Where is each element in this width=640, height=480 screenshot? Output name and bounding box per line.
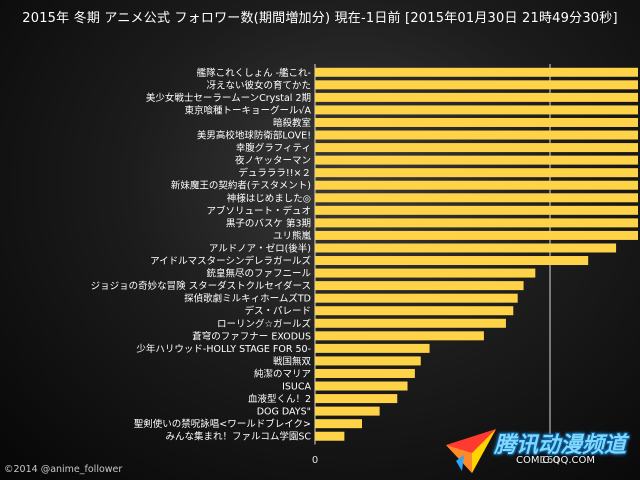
- paper-plane-logo-icon: [446, 429, 496, 473]
- watermark: 腾讯动漫频道 COMIC.QQ.COM: [442, 423, 640, 480]
- watermark-sub-text: COMIC.QQ.COM: [516, 455, 595, 466]
- category-label: 冴えない彼女の育てかた: [206, 79, 311, 91]
- category-label: 純潔のマリア: [254, 368, 311, 380]
- x-tick-label: 0: [312, 455, 318, 466]
- category-label: 探偵歌劇ミルキィホームズTD: [184, 293, 311, 305]
- chart-title: 2015年 冬期 アニメ公式 フォロワー数(期間増加分) 現在-1日前 [201…: [22, 11, 618, 26]
- bar: [315, 180, 638, 190]
- bar: [315, 168, 638, 178]
- bar: [315, 193, 638, 203]
- copyright-text: ©2014 @anime_follower: [4, 464, 123, 475]
- category-label: ISUCA: [282, 382, 311, 393]
- bar: [315, 419, 362, 429]
- watermark-main-text: 腾讯动漫频道: [494, 433, 627, 458]
- bar: [315, 205, 638, 215]
- category-label: 暗殺教室: [273, 117, 311, 129]
- bar: [315, 117, 638, 127]
- bar: [315, 368, 415, 378]
- bar: [315, 343, 430, 353]
- bar: [315, 67, 638, 77]
- category-label: 銃皇無尽のファフニール: [206, 268, 311, 280]
- category-label: 新妹魔王の契約者(テスタメント): [171, 180, 311, 192]
- category-label: 幸腹グラフィティ: [236, 142, 311, 154]
- category-label: デュラララ!!×２: [238, 167, 311, 179]
- category-label: ユリ熊嵐: [273, 230, 312, 242]
- category-label: 聖剣使いの禁呪詠唱<ワールドブレイク>: [134, 418, 311, 430]
- bar: [315, 318, 506, 328]
- category-label: ローリング☆ガールズ: [217, 318, 312, 330]
- bar: [315, 256, 589, 266]
- category-label: 美男高校地球防衛部LOVE!: [197, 130, 311, 142]
- bar: [315, 92, 638, 102]
- category-label: 美少女戦士セーラームーンCrystal 2期: [146, 92, 311, 104]
- bar: [315, 105, 638, 115]
- bar: [315, 268, 536, 278]
- bar: [315, 306, 514, 316]
- category-label: 艦隊これくしょん -艦これ-: [197, 67, 311, 79]
- category-label: 戦国無双: [273, 355, 312, 367]
- category-label: デス・パレード: [244, 305, 311, 317]
- bar: [315, 80, 638, 90]
- bar: [315, 281, 524, 291]
- category-label: ジョジョの奇妙な冒険 スターダストクルセイダース: [91, 280, 311, 292]
- bar: [315, 230, 638, 240]
- bar: [315, 243, 617, 253]
- bar: [315, 218, 638, 228]
- category-label: 血液型くん！2: [248, 393, 311, 405]
- bar: [315, 381, 408, 391]
- category-label: アブソリュート・デュオ: [206, 205, 311, 217]
- category-label: DOG DAYS": [257, 407, 311, 418]
- bar: [315, 431, 345, 441]
- category-label: 神様はじめました◎: [227, 192, 311, 204]
- category-label: 少年ハリウッド-HOLLY STAGE FOR 50-: [136, 343, 311, 355]
- bar: [315, 143, 638, 153]
- category-label: みんな集まれ！ファルコム学園SC: [166, 431, 312, 443]
- bar: [315, 155, 638, 165]
- category-label: アルドノア・ゼロ(後半): [209, 242, 311, 254]
- bar: [315, 406, 380, 416]
- bar: [315, 293, 518, 303]
- category-label: アイドルマスターシンデレラガールズ: [150, 255, 311, 267]
- x-tick-label: 160: [540, 455, 559, 466]
- bar: [315, 130, 638, 140]
- bar: [315, 394, 398, 404]
- bar: [315, 331, 484, 341]
- category-label: 夜ノヤッターマン: [235, 155, 311, 167]
- category-label: 蒼穹のファフナー EXODUS: [192, 330, 311, 342]
- category-label: 東京喰種トーキョーグール√A: [184, 104, 311, 116]
- bar: [315, 356, 421, 366]
- category-label: 黒子のバスケ 第3期: [226, 217, 311, 229]
